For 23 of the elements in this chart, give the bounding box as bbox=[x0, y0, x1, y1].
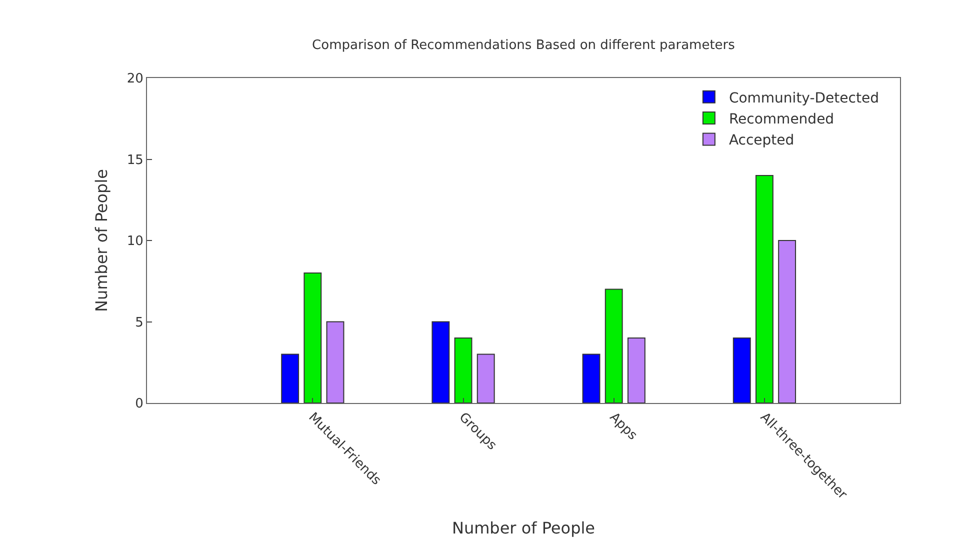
bar bbox=[281, 354, 300, 403]
bar bbox=[326, 321, 344, 403]
bar bbox=[732, 338, 751, 403]
y-tick-label: 5 bbox=[135, 315, 144, 330]
y-tick-label: 20 bbox=[126, 72, 144, 87]
bar bbox=[432, 321, 450, 403]
x-axis-title: Number of People bbox=[452, 518, 596, 538]
bar bbox=[604, 288, 623, 403]
bar bbox=[778, 240, 796, 403]
legend-label: Recommended bbox=[728, 112, 834, 128]
bar bbox=[627, 338, 646, 403]
y-axis-title: Number of People bbox=[92, 168, 111, 312]
legend-label: Community-Detected bbox=[728, 90, 879, 106]
bar bbox=[454, 338, 472, 403]
bar bbox=[755, 175, 774, 403]
chart-title: Comparison of Recommendations Based on different parameters bbox=[312, 38, 736, 54]
y-tick-label: 15 bbox=[126, 152, 144, 168]
y-tick-label: 0 bbox=[135, 396, 144, 412]
bar bbox=[582, 354, 600, 403]
bar bbox=[476, 354, 495, 403]
bar bbox=[304, 272, 322, 403]
legend-label: Accepted bbox=[728, 132, 794, 149]
y-tick-label: 10 bbox=[126, 234, 144, 250]
